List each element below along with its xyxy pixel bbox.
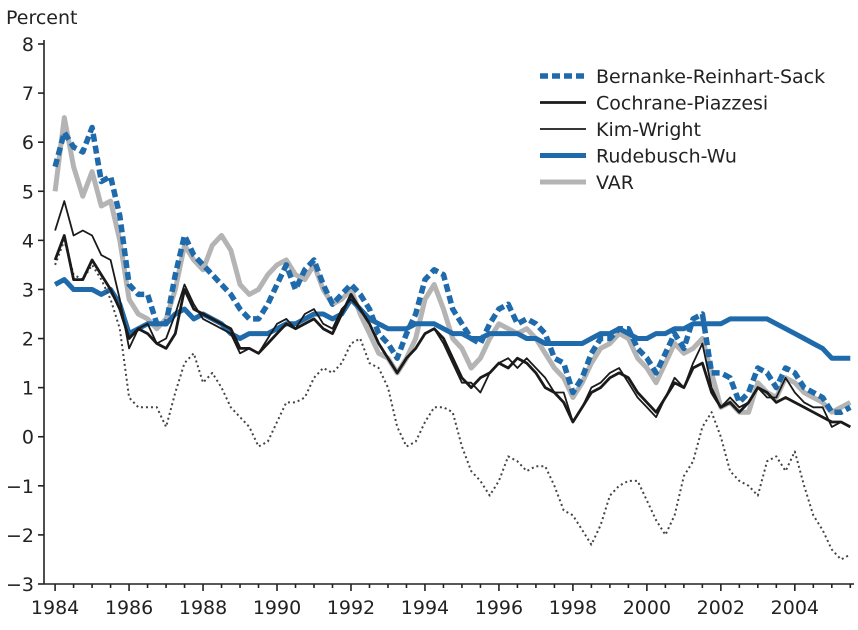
legend: Bernanke-Reinhart-Sack Cochrane-Piazzesi K… [540,66,825,194]
y-tick-label: −3 [6,574,34,596]
x-tick-label: 1998 [549,597,597,619]
x-tick-label: 1992 [327,597,375,619]
y-tick-label: 0 [22,427,34,449]
y-tick-label: 7 [22,83,34,105]
y-tick-label: 6 [22,132,34,154]
y-tick-label: 1 [22,378,34,400]
x-tick-label: 1996 [475,597,523,619]
y-tick-label: 4 [22,230,34,252]
y-tick-label: −2 [6,525,34,547]
axes: −3 −2 −1 0 1 2 3 4 5 6 7 8 1984 1986 1988 1990 1992 1994 1… [6,34,854,619]
x-tick-label: 2004 [771,597,819,619]
series-line-kim-wright [54,200,851,428]
x-tick-label: 1988 [179,597,227,619]
y-tick-label: 5 [22,181,34,203]
y-tick-label: −1 [6,476,34,498]
x-tick-label: 2000 [623,597,671,619]
legend-label-rudebusch-wu: Rudebusch-Wu [596,146,737,168]
legend-label-var: VAR [596,172,634,194]
y-tick-label: 3 [22,279,34,301]
y-tick-label: 8 [22,34,34,56]
x-tick-label: 1994 [401,597,449,619]
legend-label-cochrane-piazzesi: Cochrane-Piazzesi [596,93,768,115]
x-tick-label: 1986 [105,597,153,619]
x-tick-label: 2002 [697,597,745,619]
x-tick-label: 1990 [253,597,301,619]
series-line-var [52,115,852,415]
x-tick-label: 1984 [31,597,79,619]
series-layer [52,115,852,561]
legend-label-kim-wright: Kim-Wright [596,119,701,141]
y-axis-unit-label: Percent [6,7,78,29]
series-line-rudebusch-wu [53,277,851,361]
y-tick-label: 2 [22,329,34,351]
legend-label-bernanke-reinhart-sack: Bernanke-Reinhart-Sack [596,66,825,88]
series-line-bernanke-reinhart-sack [52,124,852,415]
